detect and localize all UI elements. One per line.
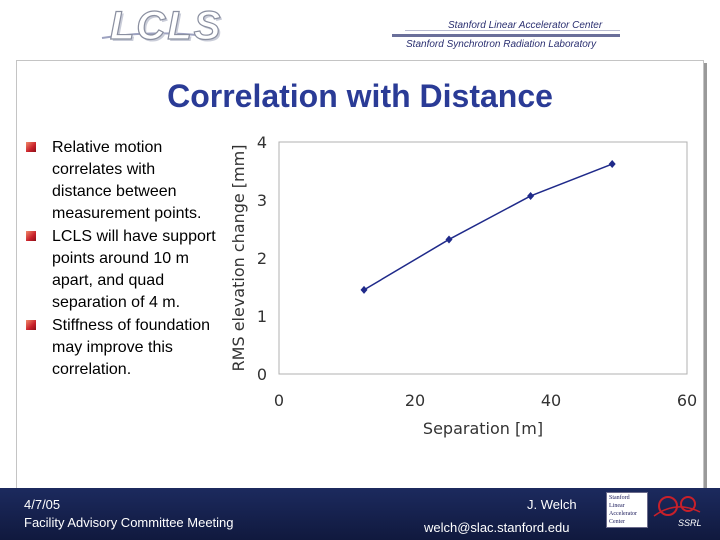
y-tick-label: 2 [257,249,267,268]
org-name-ssrl: Stanford Synchrotron Radiation Laborator… [406,39,597,50]
plot-area [278,141,688,375]
footer-date: 4/7/05 [24,497,61,512]
footer-bar [0,488,720,540]
y-tick-label: 1 [257,307,267,326]
data-point [360,285,368,294]
footer-author: J. Welch [527,497,577,512]
slide-header: LCLS Stanford Linear Accelerator Center … [0,0,720,58]
slac-logo-line: Accelerator [609,511,637,517]
series-line [363,163,613,291]
slac-logo: Stanford Linear Accelerator Center [606,492,648,528]
footer-event: Facility Advisory Committee Meeting [24,515,234,530]
bullet-text: Relative motion correlates with distance… [52,139,202,222]
bullet-item: Stiffness of foundation may improve this… [26,315,216,381]
ssrl-logo-text: SSRL [678,518,702,528]
data-point [608,160,616,169]
data-point [445,235,453,244]
bullet-list: Relative motion correlates with distance… [26,137,216,382]
distance-correlation-chart: 0 20 40 60 0 1 2 3 4 Separation [m] RMS elevation … [229,133,697,438]
x-tick-label: 40 [541,391,561,410]
bullet-text: LCLS will have support points around 10 … [52,228,216,311]
bullet-square-icon [26,320,36,330]
y-tick-label: 4 [257,133,267,152]
bullet-square-icon [26,231,36,241]
logo-swoosh-icon [101,32,209,39]
y-axis-label: RMS elevation change [mm] [229,145,248,372]
footer-email: welch@slac.stanford.edu [424,520,570,535]
x-axis-label: Separation [m] [423,419,543,438]
x-tick-label: 60 [677,391,697,410]
lcls-logo: LCLS [109,3,223,48]
ssrl-logo-icon: SSRL [653,496,702,528]
bullet-item: LCLS will have support points around 10 … [26,226,216,314]
bullet-item: Relative motion correlates with distance… [26,137,216,225]
slac-logo-line: Stanford [609,495,630,501]
slac-logo-line: Center [609,519,625,525]
x-tick-label: 0 [274,391,284,410]
y-tick-label: 3 [257,191,267,210]
slac-logo-line: Linear [609,503,625,509]
y-tick-label: 0 [257,365,267,384]
bullet-text: Stiffness of foundation may improve this… [52,317,211,378]
header-rule [392,34,620,37]
header-rule-thin [405,30,620,31]
bullet-square-icon [26,142,36,152]
org-name-slac: Stanford Linear Accelerator Center [448,20,603,31]
x-tick-label: 20 [405,391,425,410]
data-point [527,191,535,200]
slide-title: Correlation with Distance [167,78,553,114]
